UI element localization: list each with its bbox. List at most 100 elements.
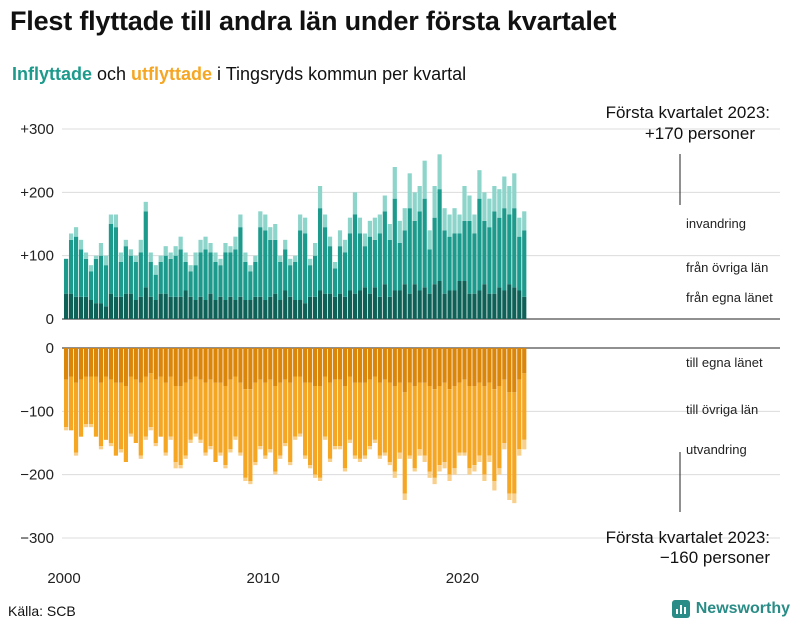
bar-out-egna — [68, 348, 74, 377]
bar-in-invandring — [397, 220, 402, 243]
bar-out-egna — [377, 348, 382, 383]
bar-out-ovriga — [457, 382, 462, 453]
bar-out-ovriga — [492, 389, 497, 481]
bar-out-utvandring — [108, 443, 114, 447]
bar-in-ovriga — [347, 233, 353, 291]
bar-in-invandring — [342, 239, 348, 253]
series-labels: invandring från övriga län från egna länet… — [686, 216, 773, 457]
bar-out-egna — [238, 348, 243, 383]
bar-in-ovriga — [372, 239, 377, 288]
bar-in-egna — [412, 284, 417, 319]
bar-in-invandring — [362, 233, 367, 247]
bar-in-invandring — [103, 255, 109, 266]
bar-out-egna — [148, 348, 153, 374]
brand-logo[interactable]: Newsworthy — [671, 600, 790, 618]
bar-in-invandring — [173, 246, 178, 256]
bar-in-ovriga — [477, 198, 482, 291]
bar-out-ovriga — [218, 382, 223, 453]
bar-in-ovriga — [133, 262, 138, 300]
bar-out-ovriga — [407, 382, 412, 456]
bar-out-ovriga — [123, 386, 128, 462]
bar-out-egna — [462, 348, 467, 380]
bar-out-egna — [228, 348, 233, 380]
bar-in-invandring — [178, 236, 183, 250]
bar-in-egna — [522, 296, 527, 319]
y-tick-label: −200 — [20, 467, 54, 484]
bar-out-egna — [288, 348, 293, 383]
bar-out-egna — [93, 348, 99, 377]
y-tick-label: +300 — [20, 121, 54, 138]
bar-in-invandring — [68, 233, 74, 240]
bar-out-utvandring — [64, 427, 69, 431]
bar-out-utvandring — [467, 468, 472, 475]
bar-out-utvandring — [507, 493, 512, 500]
bar-out-ovriga — [133, 379, 138, 443]
bar-out-utvandring — [437, 465, 442, 472]
bar-in-ovriga — [178, 249, 183, 297]
bar-in-ovriga — [193, 265, 198, 300]
bar-chart-icon — [671, 600, 690, 618]
bar-out-egna — [452, 348, 457, 386]
bar-in-ovriga — [462, 220, 467, 281]
bar-out-ovriga — [258, 379, 263, 447]
bar-in-invandring — [268, 227, 273, 240]
bar-out-utvandring — [407, 455, 412, 459]
bar-out-ovriga — [153, 379, 158, 443]
bar-in-ovriga — [243, 262, 248, 300]
bar-out-utvandring — [118, 449, 123, 453]
bar-out-ovriga — [208, 379, 213, 447]
bar-in-egna — [123, 293, 128, 319]
bar-in-egna — [288, 296, 293, 319]
bar-in-invandring — [203, 236, 208, 250]
bar-in-ovriga — [198, 252, 203, 297]
bar-in-egna — [78, 296, 84, 319]
bar-out-ovriga — [412, 386, 417, 469]
bar-out-egna — [417, 348, 422, 383]
bar-out-ovriga — [377, 382, 382, 456]
bar-out-egna — [133, 348, 138, 380]
bar-out-ovriga — [243, 389, 248, 478]
bar-in-ovriga — [238, 227, 243, 297]
bar-in-ovriga — [342, 252, 348, 297]
bar-out-utvandring — [412, 468, 417, 472]
bar-out-ovriga — [238, 382, 243, 453]
bar-in-invandring — [402, 208, 407, 231]
bar-in-egna — [208, 293, 213, 319]
bar-out-egna — [407, 348, 412, 383]
bar-in-egna — [507, 284, 512, 319]
bar-in-invandring — [352, 192, 358, 215]
bar-out-ovriga — [158, 376, 163, 437]
bar-in-invandring — [163, 246, 168, 256]
bar-out-ovriga — [322, 376, 328, 437]
annotation-bottom-line1: Första kvartalet 2023: — [606, 528, 770, 547]
bar-out-egna — [412, 348, 417, 386]
bar-in-egna — [382, 284, 387, 319]
subtitle-utflyttade: utflyttade — [131, 64, 213, 84]
bar-in-invandring — [317, 186, 323, 209]
bar-out-ovriga — [317, 386, 323, 478]
bar-in-egna — [442, 293, 447, 319]
bar-in-invandring — [93, 255, 99, 259]
bar-out-utvandring — [308, 465, 313, 469]
bar-out-utvandring — [427, 471, 432, 478]
bar-out-ovriga — [472, 386, 477, 466]
bar-in-ovriga — [417, 211, 422, 291]
chart-subtitle: Inflyttade och utflyttade i Tingsryds ko… — [12, 64, 466, 85]
y-tick-label: 0 — [46, 311, 54, 328]
bar-in-invandring — [367, 220, 372, 237]
bar-in-egna — [337, 293, 343, 319]
bar-in-egna — [193, 300, 198, 319]
bar-in-egna — [64, 293, 69, 319]
bar-in-invandring — [138, 239, 143, 253]
bar-out-ovriga — [332, 379, 338, 447]
bar-out-utvandring — [193, 433, 198, 437]
bar-out-ovriga — [352, 382, 358, 456]
x-tick-label: 2000 — [47, 570, 80, 587]
bar-out-utvandring — [362, 455, 367, 459]
bar-out-egna — [308, 348, 313, 383]
bar-in-invandring — [357, 217, 363, 234]
bar-out-utvandring — [402, 493, 407, 500]
bar-in-egna — [332, 296, 338, 319]
bar-out-ovriga — [452, 386, 457, 469]
bar-out-ovriga — [263, 382, 268, 456]
